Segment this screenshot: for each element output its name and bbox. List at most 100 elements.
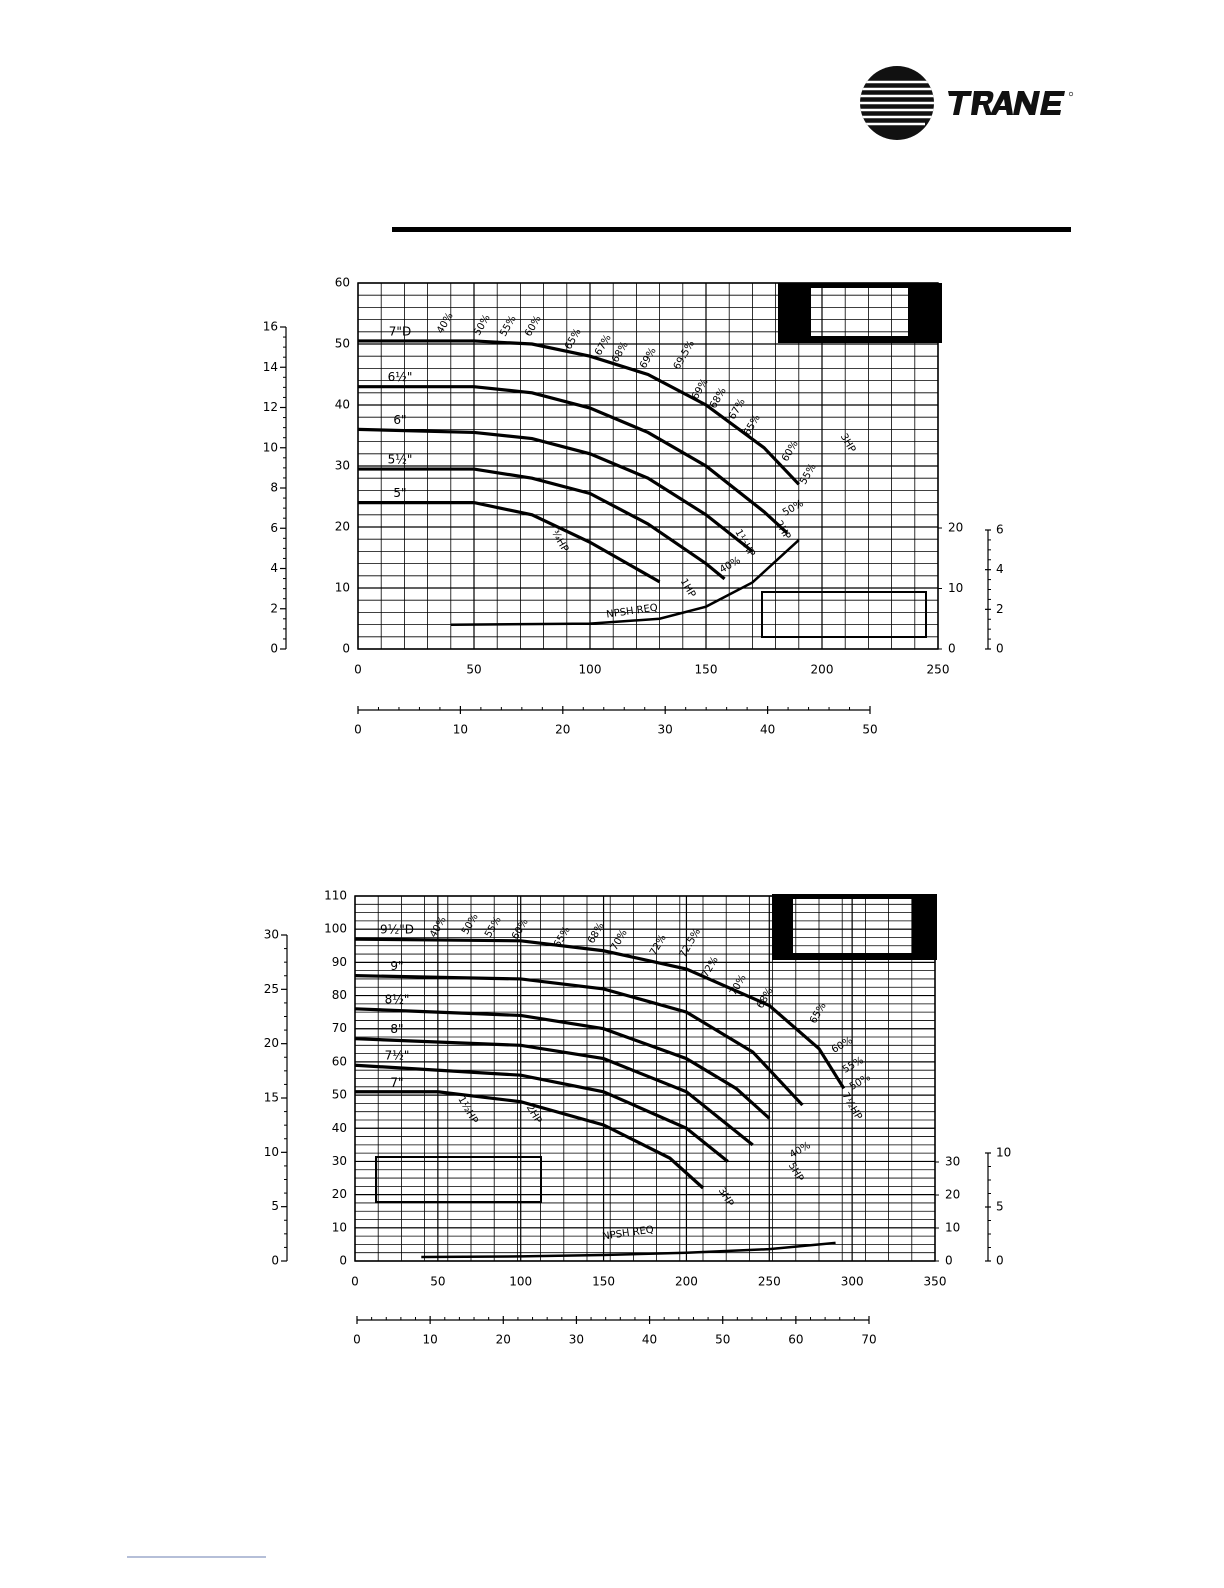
curve-label: 6½"	[388, 370, 413, 384]
x2-tick-label: 50	[715, 1333, 730, 1347]
y4-tick-label: 6	[996, 523, 1004, 537]
pump-curve	[358, 467, 726, 581]
annotation: 70%	[609, 928, 630, 953]
y-tick-label: 40	[332, 1121, 347, 1135]
annotation: 55%	[483, 915, 504, 940]
y-tick-label: 110	[324, 889, 347, 903]
annotation: 55%	[498, 314, 519, 339]
annotation: 65%	[563, 327, 584, 352]
x-tick-label: 250	[927, 663, 950, 677]
annotation: 50%	[460, 912, 481, 937]
annotation: 60%	[780, 439, 801, 464]
logo	[860, 66, 1074, 140]
y-tick-label: 0	[339, 1254, 347, 1268]
x2-tick-label: 50	[862, 723, 877, 737]
y2-tick-label: 0	[945, 1254, 953, 1268]
y4-tick-label: 10	[996, 1146, 1011, 1160]
x-tick-label: 50	[430, 1275, 445, 1289]
y-tick-label: 80	[332, 988, 347, 1002]
annotation: 5HP	[786, 1161, 805, 1184]
pump-curve	[354, 1063, 729, 1163]
pump-curve	[354, 974, 804, 1107]
x-tick-label: 50	[466, 663, 481, 677]
y2-tick-label: 20	[945, 1188, 960, 1202]
curve-label: 7"D	[389, 324, 411, 338]
pump-curve	[358, 339, 800, 486]
x-tick-label: 100	[579, 663, 602, 677]
y-tick-label: 20	[335, 520, 350, 534]
y3-tick-label: 25	[264, 982, 279, 996]
x2-tick-label: 10	[453, 723, 468, 737]
pump-curve	[355, 1090, 705, 1190]
y-tick-label: 30	[335, 459, 350, 473]
curve-label: 9½"D	[380, 923, 414, 937]
pump-curve	[354, 937, 846, 1090]
chart: 0 50 100 150 200 250 300 3500102030405060708090…	[264, 889, 1012, 1347]
x2-tick-label: 0	[354, 723, 362, 737]
annotation: 3HP	[716, 1186, 735, 1209]
y4-tick-label: 5	[996, 1200, 1004, 1214]
x2-tick-label: 20	[555, 723, 570, 737]
x-tick-label: 100	[509, 1275, 532, 1289]
y3-tick-label: 6	[270, 521, 278, 535]
y3-tick-label: 10	[264, 1145, 279, 1159]
y-tick-label: 10	[332, 1220, 347, 1234]
annotation: 40%	[718, 555, 743, 576]
y3-tick-label: 5	[271, 1199, 279, 1213]
curve-label: NPSH REQ	[606, 602, 659, 620]
x2-tick-label: 30	[569, 1333, 584, 1347]
annotation: 60%	[523, 314, 544, 339]
y4-tick-label: 2	[996, 602, 1004, 616]
curve-label: 5½"	[388, 453, 413, 467]
y4-tick-label: 4	[996, 562, 1004, 576]
pump-curve	[358, 385, 789, 535]
y-tick-label: 60	[335, 276, 350, 290]
curve-label: 7½"	[385, 1049, 410, 1063]
annotation: 55%	[841, 1055, 866, 1076]
x2-tick-label: 40	[642, 1333, 657, 1347]
annotation: 50%	[781, 498, 806, 519]
y4-tick-label: 0	[996, 642, 1004, 656]
plot-frame	[354, 895, 936, 1262]
x-tick-label: 350	[924, 1275, 947, 1289]
y3-tick-label: 0	[270, 642, 278, 656]
annotation: 50%	[472, 313, 493, 338]
x2-tick-label: 70	[861, 1333, 876, 1347]
pump-curve	[354, 1037, 754, 1147]
y4-tick-label: 0	[996, 1254, 1004, 1268]
y-tick-label: 40	[335, 398, 350, 412]
annotation: 1½HP	[455, 1094, 480, 1126]
x2-tick-label: 40	[760, 723, 775, 737]
x-tick-label: 300	[841, 1275, 864, 1289]
x-tick-label: 0	[354, 663, 362, 677]
annotation: 3HP	[838, 432, 857, 455]
y3-tick-label: 30	[264, 928, 279, 942]
x-tick-label: 150	[592, 1275, 615, 1289]
pump-curve	[358, 501, 661, 584]
pump-curve	[450, 539, 800, 627]
y3-tick-label: 20	[264, 1036, 279, 1050]
annotation: 65%	[742, 413, 763, 438]
y2-tick-label: 30	[945, 1155, 960, 1169]
x2-tick-label: 0	[353, 1333, 361, 1347]
x-tick-label: 150	[695, 663, 718, 677]
text-box	[761, 591, 927, 638]
y3-tick-label: 14	[263, 360, 278, 374]
curve-label: 7"	[390, 1075, 403, 1089]
annotation: 67%	[593, 333, 614, 358]
pump-curve	[421, 1241, 836, 1259]
annotation: 40%	[428, 915, 449, 940]
x-tick-label: 0	[351, 1275, 359, 1289]
y3-tick-label: 12	[263, 400, 278, 414]
x2-tick-label: 30	[658, 723, 673, 737]
y3-tick-label: 16	[263, 320, 278, 334]
y3-tick-label: 8	[270, 481, 278, 495]
x2-tick-label: 60	[788, 1333, 803, 1347]
y-tick-label: 100	[324, 922, 347, 936]
annotation: 72.5%	[678, 927, 703, 960]
y2-tick-label: 10	[945, 1221, 960, 1235]
pump-curve	[354, 1007, 771, 1120]
y-tick-label: 50	[335, 337, 350, 351]
y-tick-label: 60	[332, 1054, 347, 1068]
